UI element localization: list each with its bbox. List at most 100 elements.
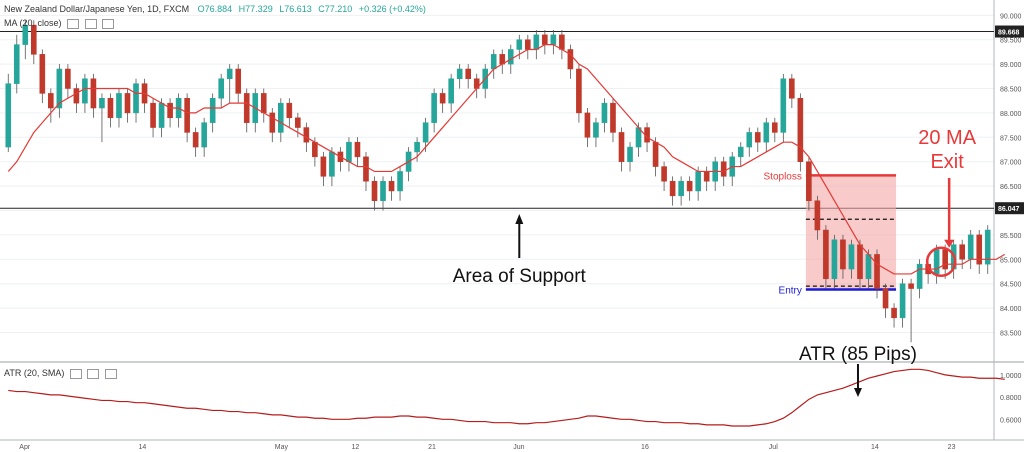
- candle-body: [158, 102, 165, 128]
- candle-body: [652, 141, 659, 167]
- time-tick-label: 23: [948, 444, 956, 451]
- risk-zone: [805, 175, 897, 290]
- candle-body: [618, 132, 625, 162]
- price-tick-label: 89.500: [1000, 38, 1022, 45]
- candle-body: [576, 68, 582, 114]
- candle-body: [984, 229, 991, 265]
- candle-body: [507, 49, 514, 65]
- candle-body: [431, 93, 437, 123]
- time-tick-label: Jul: [769, 444, 778, 451]
- candle-body: [73, 88, 80, 104]
- level-tag: [995, 25, 1024, 38]
- candle-body: [840, 239, 846, 270]
- price-tick-label: 89.000: [1000, 62, 1022, 69]
- candle-body: [967, 234, 974, 260]
- price-tick-label: 85.500: [1000, 233, 1022, 240]
- candle-body: [90, 78, 97, 109]
- candle-body: [686, 180, 693, 192]
- candle-body: [167, 102, 173, 119]
- candle-body: [286, 102, 293, 119]
- candle-body: [439, 93, 446, 104]
- candle-body: [550, 34, 557, 45]
- atr-legend[interactable]: ATR (20, SMA): [4, 368, 117, 379]
- price-tick-label: 84.000: [1000, 306, 1022, 313]
- candle-body: [976, 234, 983, 265]
- candle-body: [516, 39, 523, 50]
- candle-body: [916, 263, 923, 289]
- candle-body: [525, 39, 531, 50]
- time-axis[interactable]: Apr14May1221Jun16Jul1423Aug16Sep15Oct132…: [19, 444, 1024, 451]
- exit-label-line: Exit: [930, 151, 964, 173]
- support-arrowhead: [515, 214, 524, 224]
- price-axis[interactable]: 90.000 89.500 89.000 88.500 88.000 87.500 87.0…: [995, 13, 1024, 424]
- price-tick-label: 90.000: [1000, 13, 1022, 20]
- candle-body: [295, 117, 301, 128]
- candle-body: [13, 44, 20, 84]
- candle-body: [678, 180, 684, 197]
- candle-body: [754, 132, 761, 143]
- candle-body: [465, 68, 471, 80]
- candle-body: [329, 151, 335, 177]
- settings-icon[interactable]: [84, 18, 97, 29]
- atr-panel: [8, 368, 1005, 427]
- ma-legend[interactable]: MA (20, close): [4, 18, 115, 29]
- candle-body: [371, 180, 378, 201]
- time-tick-label: 14: [139, 444, 147, 451]
- candle-body: [226, 68, 233, 80]
- candle-body: [48, 93, 54, 109]
- time-tick-label: 21: [428, 444, 436, 451]
- candle-body: [703, 171, 710, 182]
- candle-body: [882, 288, 889, 309]
- price-tick-label: 85.000: [1000, 257, 1022, 264]
- candle-body: [874, 254, 880, 289]
- candle-body: [56, 68, 63, 109]
- candle-body: [789, 78, 795, 99]
- candle-body: [959, 244, 965, 260]
- candle-body: [278, 102, 284, 133]
- candle-body: [414, 141, 420, 153]
- candle-body: [772, 122, 778, 133]
- candle-body: [209, 98, 216, 123]
- candle-body: [380, 180, 386, 201]
- candle-body: [610, 102, 616, 133]
- trade-zone: [805, 174, 897, 291]
- candle-body: [31, 24, 37, 55]
- candle-body: [448, 78, 454, 104]
- candle-body: [422, 122, 429, 143]
- eye-icon[interactable]: [69, 368, 82, 379]
- candle-body: [899, 283, 906, 319]
- candle-body: [218, 78, 224, 99]
- candle-body: [695, 171, 701, 192]
- level-tag-label: 86.047: [998, 206, 1020, 213]
- eye-icon[interactable]: [67, 18, 80, 29]
- candle-body: [593, 122, 599, 138]
- settings-icon[interactable]: [87, 368, 100, 379]
- candle-body: [354, 141, 361, 158]
- atr-tick-label: 1.0000: [1000, 373, 1022, 380]
- candle-body: [806, 161, 812, 201]
- time-tick-label: 16: [641, 444, 649, 451]
- candle-body: [107, 98, 114, 119]
- ohlc-close: C77.210: [318, 4, 353, 14]
- candle-body: [737, 146, 744, 158]
- candle-body: [661, 166, 667, 182]
- price-tick-label: 88.500: [1000, 87, 1022, 94]
- moving-average: [7, 43, 1006, 275]
- candle-body: [542, 34, 548, 45]
- ohlc-open: O76.884: [197, 4, 233, 14]
- candle-body: [5, 83, 12, 148]
- atr-arrowhead: [853, 388, 862, 397]
- candle-body: [243, 93, 250, 123]
- candle-body: [201, 122, 207, 148]
- candle-body: [933, 249, 940, 275]
- ohlc-low: L76.613: [279, 4, 312, 14]
- close-icon[interactable]: [102, 18, 115, 29]
- candle-body: [490, 54, 497, 70]
- candle-body: [942, 249, 948, 270]
- level-tag: [995, 202, 1024, 215]
- close-icon[interactable]: [104, 368, 117, 379]
- candle-body: [584, 112, 591, 138]
- candle-body: [857, 244, 863, 280]
- price-tick-label: 88.000: [1000, 111, 1022, 118]
